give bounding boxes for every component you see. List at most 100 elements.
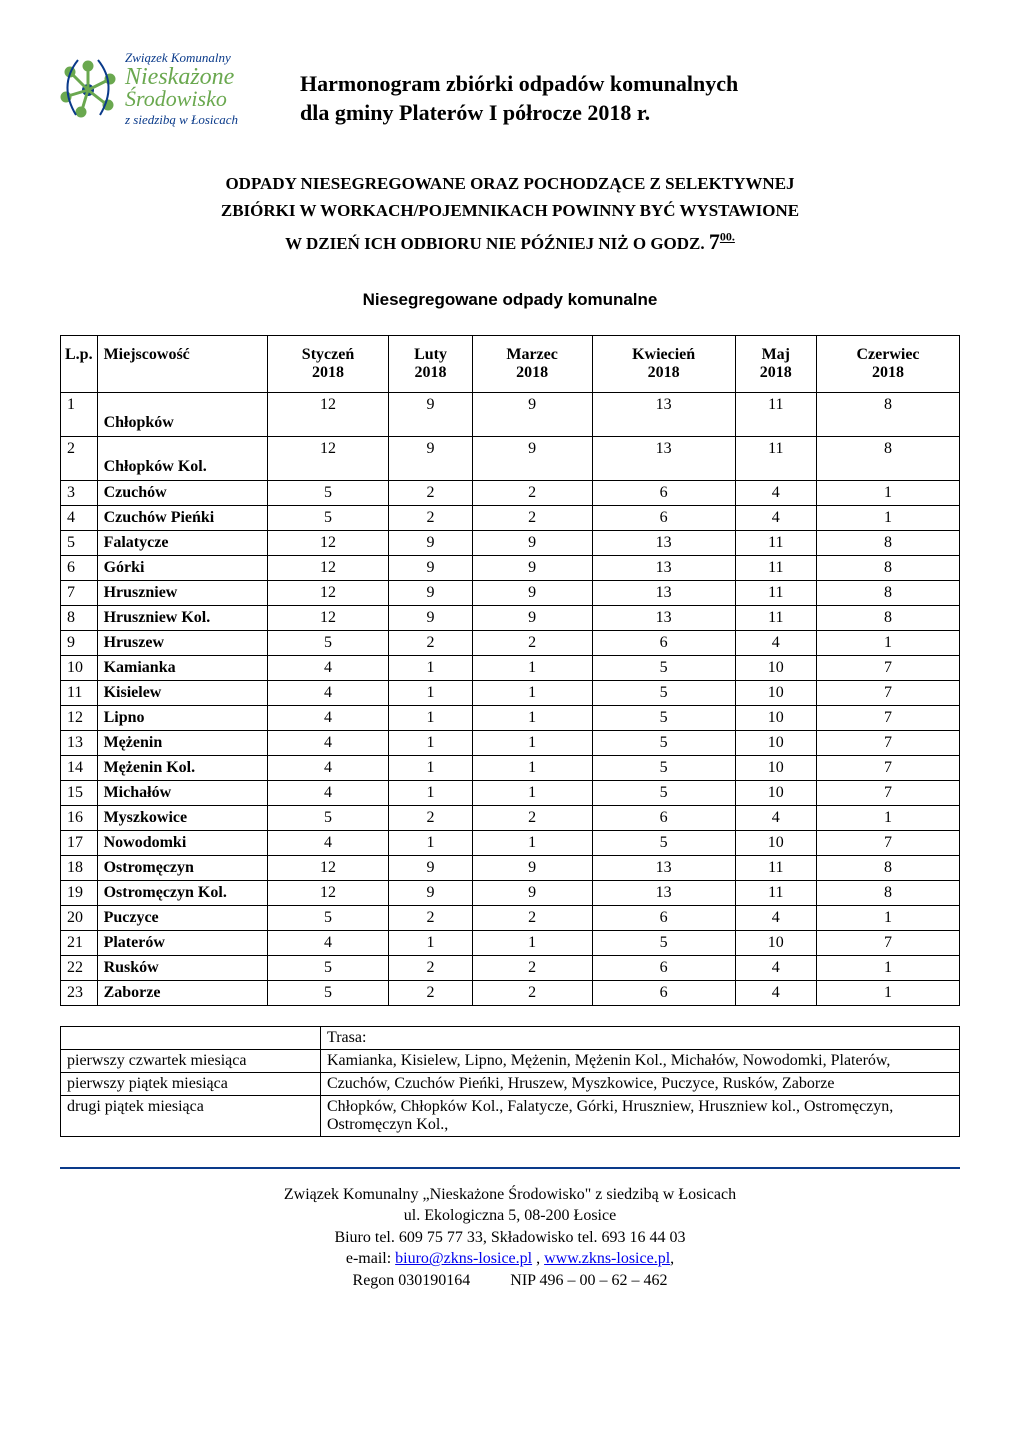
cell-val: 11: [735, 605, 816, 630]
cell-val: 10: [735, 730, 816, 755]
cell-val: 2: [389, 505, 472, 530]
cell-lp: 10: [61, 655, 98, 680]
table-row: 10Kamianka4115107: [61, 655, 960, 680]
table-row: 6Górki129913118: [61, 555, 960, 580]
cell-val: 4: [735, 505, 816, 530]
table-row: 12Lipno4115107: [61, 705, 960, 730]
cell-val: 1: [472, 730, 592, 755]
cell-loc: Kamianka: [97, 655, 267, 680]
cell-val: 6: [592, 480, 735, 505]
cell-val: 1: [389, 830, 472, 855]
cell-val: 11: [735, 555, 816, 580]
cell-lp: 6: [61, 555, 98, 580]
cell-val: 5: [592, 930, 735, 955]
cell-val: 9: [472, 605, 592, 630]
title-line1: Harmonogram zbiórki odpadów komunalnych: [300, 70, 960, 99]
cell-val: 4: [735, 955, 816, 980]
cell-val: 8: [816, 392, 959, 436]
cell-val: 5: [592, 755, 735, 780]
col-jan: Styczeń2018: [267, 335, 389, 392]
cell-val: 1: [816, 905, 959, 930]
cell-val: 7: [816, 830, 959, 855]
footer-l4-mid: ,: [532, 1250, 544, 1267]
notice: ODPADY NIESEGREGOWANE ORAZ POCHODZĄCE Z …: [60, 170, 960, 260]
cell-val: 4: [735, 805, 816, 830]
cell-val: 9: [389, 880, 472, 905]
header-title: Harmonogram zbiórki odpadów komunalnych …: [300, 40, 960, 127]
cell-val: 4: [735, 905, 816, 930]
cell-val: 5: [592, 705, 735, 730]
cell-val: 11: [735, 880, 816, 905]
cell-val: 5: [592, 830, 735, 855]
cell-val: 10: [735, 705, 816, 730]
cell-val: 1: [816, 955, 959, 980]
cell-val: 9: [472, 580, 592, 605]
cell-lp: 15: [61, 780, 98, 805]
cell-val: 6: [592, 805, 735, 830]
table-row: 13Mężenin4115107: [61, 730, 960, 755]
cell-val: 12: [267, 880, 389, 905]
table-row: 22Rusków522641: [61, 955, 960, 980]
footer-email-link[interactable]: biuro@zkns-losice.pl: [395, 1250, 532, 1267]
col-apr: Kwiecień2018: [592, 335, 735, 392]
footer-l4-post: ,: [670, 1250, 674, 1267]
cell-val: 4: [267, 830, 389, 855]
cell-val: 13: [592, 580, 735, 605]
cell-val: 12: [267, 605, 389, 630]
col-jun: Czerwiec2018: [816, 335, 959, 392]
cell-val: 8: [816, 530, 959, 555]
cell-val: 4: [267, 755, 389, 780]
cell-val: 9: [472, 436, 592, 480]
routes-header-label: Trasa:: [321, 1026, 960, 1049]
cell-val: 9: [389, 436, 472, 480]
logo-line1: Związek Komunalny: [125, 50, 231, 65]
cell-val: 4: [735, 480, 816, 505]
cell-loc: Falatycze: [97, 530, 267, 555]
cell-val: 1: [389, 780, 472, 805]
cell-lp: 4: [61, 505, 98, 530]
cell-val: 13: [592, 530, 735, 555]
cell-val: 12: [267, 530, 389, 555]
routes-route: Czuchów, Czuchów Pieńki, Hruszew, Myszko…: [321, 1072, 960, 1095]
cell-val: 5: [592, 655, 735, 680]
cell-val: 2: [389, 955, 472, 980]
cell-val: 10: [735, 655, 816, 680]
cell-val: 5: [267, 805, 389, 830]
cell-lp: 13: [61, 730, 98, 755]
cell-val: 1: [472, 655, 592, 680]
cell-val: 4: [267, 705, 389, 730]
cell-val: 1: [816, 805, 959, 830]
footer-web-link[interactable]: www.zkns-losice.pl: [544, 1250, 670, 1267]
cell-loc: Hruszew: [97, 630, 267, 655]
cell-val: 6: [592, 630, 735, 655]
footer: Związek Komunalny „Nieskażone Środowisko…: [60, 1184, 960, 1292]
cell-val: 7: [816, 930, 959, 955]
notice-hour: 700.: [709, 229, 735, 254]
cell-val: 5: [267, 905, 389, 930]
cell-val: 12: [267, 436, 389, 480]
cell-lp: 19: [61, 880, 98, 905]
cell-loc: Chłopków Kol.: [97, 436, 267, 480]
cell-loc: Kisielew: [97, 680, 267, 705]
cell-val: 5: [592, 680, 735, 705]
table-row: 14Mężenin Kol.4115107: [61, 755, 960, 780]
title-line2: dla gminy Platerów I półrocze 2018 r.: [300, 99, 960, 128]
cell-val: 9: [389, 605, 472, 630]
cell-val: 7: [816, 755, 959, 780]
cell-val: 9: [389, 530, 472, 555]
cell-val: 7: [816, 780, 959, 805]
cell-loc: Górki: [97, 555, 267, 580]
cell-val: 5: [592, 730, 735, 755]
cell-lp: 22: [61, 955, 98, 980]
cell-val: 12: [267, 555, 389, 580]
notice-l2: ZBIÓRKI W WORKACH/POJEMNIKACH POWINNY BY…: [60, 197, 960, 224]
cell-lp: 2: [61, 436, 98, 480]
table-row: 11Kisielew4115107: [61, 680, 960, 705]
cell-val: 4: [267, 780, 389, 805]
cell-loc: Zaborze: [97, 980, 267, 1005]
cell-val: 12: [267, 855, 389, 880]
cell-val: 2: [472, 480, 592, 505]
cell-val: 13: [592, 555, 735, 580]
table-row: 1Chłopków129913118: [61, 392, 960, 436]
cell-val: 2: [389, 480, 472, 505]
